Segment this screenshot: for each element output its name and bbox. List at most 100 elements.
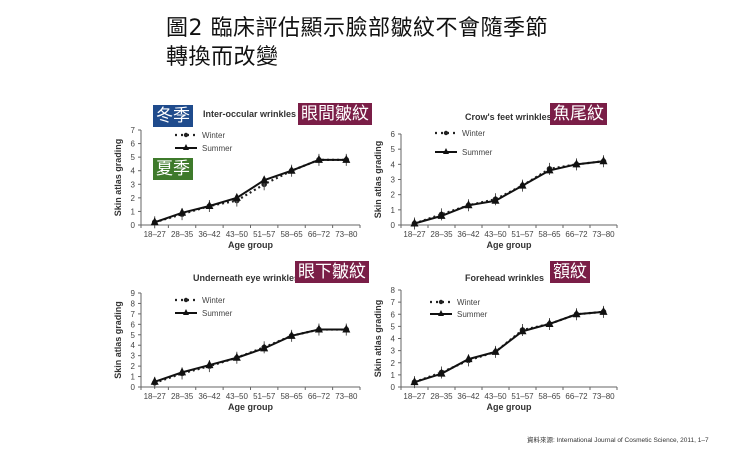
svg-text:0: 0: [131, 383, 136, 392]
svg-text:3: 3: [131, 180, 136, 189]
svg-text:51–57: 51–57: [511, 392, 534, 401]
svg-text:66–72: 66–72: [565, 230, 588, 239]
svg-text:51–57: 51–57: [253, 230, 276, 239]
svg-text:66–72: 66–72: [565, 392, 588, 401]
svg-text:18–27: 18–27: [403, 230, 426, 239]
svg-text:2: 2: [391, 191, 396, 200]
svg-text:Skin atlas grading: Skin atlas grading: [113, 301, 123, 379]
svg-text:1: 1: [131, 207, 136, 216]
svg-text:28–35: 28–35: [171, 392, 194, 401]
svg-text:51–57: 51–57: [253, 392, 276, 401]
svg-text:7: 7: [131, 310, 136, 319]
chart-title: Inter-occular wrinkles: [203, 109, 297, 119]
svg-text:3: 3: [391, 176, 396, 185]
svg-text:28–35: 28–35: [430, 230, 453, 239]
svg-text:1: 1: [131, 373, 136, 382]
svg-text:36–42: 36–42: [198, 230, 221, 239]
svg-text:5: 5: [131, 153, 136, 162]
svg-text:73–80: 73–80: [592, 230, 615, 239]
chart-plot: 0 1 2 3 4 5 6 18–27 28–35 36–42 43–50 51–57 58–65 66–…: [373, 129, 618, 250]
svg-text:58–65: 58–65: [538, 230, 561, 239]
svg-text:36–42: 36–42: [457, 392, 480, 401]
svg-text:66–72: 66–72: [308, 230, 331, 239]
svg-text:8: 8: [391, 286, 396, 295]
chart-title: Forehead wrinkles: [465, 273, 545, 283]
svg-text:2: 2: [131, 362, 136, 371]
winter-label-zh: 冬季: [153, 105, 193, 127]
chart-title-zh: 眼下皺紋: [295, 261, 369, 283]
svg-text:2: 2: [391, 359, 396, 368]
svg-text:4: 4: [131, 341, 136, 350]
svg-text:5: 5: [391, 322, 396, 331]
chart-inter-occular: 0 1 2 3 4 5 6 7 18–27 28–35 36–42 43–50 51–57 58–65 66…: [105, 100, 375, 250]
chart-plot: 01 23 45 67 89 18–27 28–35 36–42 43–50 51–57 58–65…: [113, 289, 361, 412]
svg-text:Age group: Age group: [228, 402, 273, 412]
svg-text:36–42: 36–42: [457, 230, 480, 239]
svg-text:3: 3: [391, 347, 396, 356]
svg-text:73–80: 73–80: [335, 392, 358, 401]
svg-text:1: 1: [391, 206, 396, 215]
svg-text:43–50: 43–50: [484, 392, 507, 401]
chart-title-zh: 魚尾紋: [550, 103, 607, 125]
page-title-line2: 轉換而改變: [166, 45, 279, 70]
svg-text:Summer: Summer: [202, 309, 233, 318]
chart-title-zh: 眼間皺紋: [298, 103, 372, 125]
svg-text:28–35: 28–35: [171, 230, 194, 239]
svg-text:7: 7: [391, 298, 396, 307]
svg-text:Age group: Age group: [487, 240, 532, 250]
svg-text:6: 6: [131, 140, 136, 149]
svg-text:4: 4: [131, 167, 136, 176]
chart-title: Underneath eye wrinkles: [193, 273, 300, 283]
svg-text:Summer: Summer: [202, 144, 233, 153]
svg-text:9: 9: [131, 289, 136, 298]
svg-text:Summer: Summer: [462, 148, 493, 157]
svg-text:73–80: 73–80: [592, 392, 615, 401]
svg-text:5: 5: [391, 145, 396, 154]
svg-text:6: 6: [391, 310, 396, 319]
svg-text:58–65: 58–65: [280, 230, 303, 239]
svg-text:Skin atlas grading: Skin atlas grading: [373, 141, 383, 219]
svg-text:Winter: Winter: [202, 296, 225, 305]
chart-underneath-eye: 0 1 2 3 4 5 6 7 8 9 18–27 28–35 36–42 43–50 51–57 58–65…: [105, 258, 375, 418]
page-title-line1: 圖2 臨床評估顯示臉部皺紋不會隨季節: [166, 16, 548, 41]
svg-text:Summer: Summer: [457, 310, 488, 319]
svg-text:Winter: Winter: [457, 298, 480, 307]
svg-text:5: 5: [131, 331, 136, 340]
svg-text:36–42: 36–42: [198, 392, 221, 401]
svg-text:73–80: 73–80: [335, 230, 358, 239]
chart-crows-feet: 0 1 2 3 4 5 6 18–27 28–35 36–42 43–50 51–57 58–65 66–…: [365, 100, 635, 250]
svg-text:28–35: 28–35: [430, 392, 453, 401]
svg-text:0: 0: [391, 221, 396, 230]
svg-text:Skin atlas grading: Skin atlas grading: [373, 300, 383, 378]
chart-title-zh: 額紋: [550, 261, 590, 283]
source-citation: 資料來源: International Journal of Cosmetic …: [527, 437, 709, 444]
svg-text:18–27: 18–27: [403, 392, 426, 401]
svg-text:51–57: 51–57: [511, 230, 534, 239]
svg-text:58–65: 58–65: [280, 392, 303, 401]
svg-text:7: 7: [131, 126, 136, 135]
svg-text:4: 4: [391, 160, 396, 169]
svg-text:Winter: Winter: [462, 129, 485, 138]
svg-text:3: 3: [131, 352, 136, 361]
svg-text:1: 1: [391, 371, 396, 380]
chart-plot: 0 1 2 3 4 5 6 7 8 18–27 28–35 36–42 43–50 51–57 58–65 6…: [373, 286, 618, 412]
svg-text:66–72: 66–72: [308, 392, 331, 401]
svg-text:43–50: 43–50: [484, 230, 507, 239]
svg-text:0: 0: [391, 383, 396, 392]
svg-text:4: 4: [391, 335, 396, 344]
svg-text:18–27: 18–27: [144, 230, 167, 239]
svg-text:Winter: Winter: [202, 131, 225, 140]
svg-text:2: 2: [131, 194, 136, 203]
svg-text:Skin atlas grading: Skin atlas grading: [113, 139, 123, 217]
chart-forehead: 0 1 2 3 4 5 6 7 8 18–27 28–35 36–42 43–50 51–57 58–65 6…: [365, 258, 635, 418]
svg-text:Age group: Age group: [487, 402, 532, 412]
svg-text:43–50: 43–50: [226, 230, 249, 239]
svg-text:58–65: 58–65: [538, 392, 561, 401]
page-title: 圖2 臨床評估顯示臉部皺紋不會隨季節 轉換而改變: [166, 14, 548, 72]
svg-text:6: 6: [391, 130, 396, 139]
svg-text:6: 6: [131, 320, 136, 329]
svg-text:18–27: 18–27: [144, 392, 167, 401]
svg-text:43–50: 43–50: [226, 392, 249, 401]
chart-plot: 0 1 2 3 4 5 6 7 18–27 28–35 36–42 43–50 51–57 58–65 66…: [113, 126, 361, 250]
svg-text:8: 8: [131, 299, 136, 308]
